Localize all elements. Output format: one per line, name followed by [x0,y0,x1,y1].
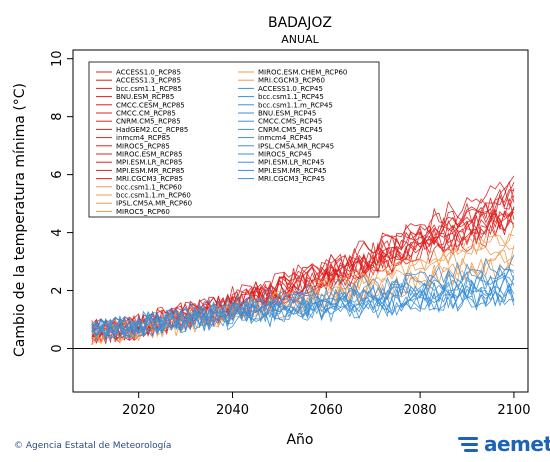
legend-label: MRI.CGCM3_RCP45 [258,175,325,183]
y-tick-label: 6 [50,170,65,178]
series-line-MIROC.ESM.CHEM_RCP60 [91,245,515,345]
legend-label: ACCESS1.0_RCP45 [258,85,323,93]
legend-label: MIROC5_RCP85 [116,142,170,150]
legend-label: HadGEM2.CC_RCP85 [116,126,188,134]
y-tick-label: 0 [50,344,65,352]
legend-label: bcc.csm1.1_RCP60 [116,183,182,191]
legend-label: MRI.CGCM3_RCP85 [116,175,183,183]
legend-label: bcc.csm1.1.m_RCP60 [116,192,191,200]
legend-label: CMCC.CM_RCP85 [116,110,176,118]
y-tick-label: 4 [50,228,65,236]
x-tick-label: 2080 [404,403,437,418]
y-tick-label: 2 [50,286,65,294]
y-axis: 0 2 4 6 8 10 [50,50,73,353]
legend-label: MRI.CGCM3_RCP60 [258,77,325,85]
legend-label: bcc.csm1.1.m_RCP45 [258,101,333,109]
series-line-CNRM.CM5_RCP45 [91,254,515,336]
legend-label: CNRM.CM5_RCP85 [116,118,181,126]
legend-label: MPI.ESM.LR_RCP85 [116,159,182,167]
aemet-logo-icon [458,437,478,452]
y-tick-label: 8 [50,113,65,121]
footer-credit: © Agencia Estatal de Meteorología [14,441,172,451]
series-line-BNU.ESM_RCP45 [91,272,515,339]
x-tick-label: 2020 [122,403,155,418]
series-line-MPI.ESM.MR_RCP45 [91,282,515,339]
legend-label: BNU.ESM_RCP85 [116,93,174,101]
legend-label: MPI.ESM.MR_RCP45 [258,167,327,175]
series-line-MIROC.ESM_RCP85 [91,175,515,338]
chart-title: BADAJOZ [268,15,332,31]
legend-label: MPI.ESM.LR_RCP45 [258,159,324,167]
legend: ACCESS1.0_RCP85ACCESS1.3_RCP85bcc.csm1.1… [88,61,380,218]
x-tick-label: 2060 [310,403,343,418]
legend-label: IPSL.CM5A.MR_RCP60 [116,200,192,208]
series-line-MIROC5_RCP45 [91,288,514,340]
x-axis-label: Año [286,432,313,448]
series-layer [91,175,515,346]
y-tick-label: 10 [50,50,65,67]
series-line-CNRM.CM5_RCP85 [91,180,515,346]
legend-label: CMCC.CMS_RCP45 [258,118,322,126]
x-tick-label: 2040 [216,403,249,418]
legend-label: inmcm4_RCP85 [116,134,170,142]
legend-label: inmcm4_RCP45 [258,134,312,142]
legend-label: MPI.ESM.MR_RCP85 [116,167,185,175]
legend-label: BNU.ESM_RCP45 [258,110,316,118]
legend-box [88,61,380,218]
plot-frame [72,49,529,393]
x-tick-label: 2100 [497,403,530,418]
legend-label: IPSL.CM5A.MR_RCP45 [258,142,334,150]
legend-label: CNRM.CM5_RCP45 [258,126,323,134]
x-axis: 2020 2040 2060 2080 2100 [122,392,530,418]
legend-label: bcc.csm1.1_RCP45 [258,93,324,101]
aemet-logo-text: aemet [484,432,550,456]
series-line-MRI.CGCM3_RCP45 [91,266,515,339]
legend-label: ACCESS1.3_RCP85 [116,77,181,85]
legend-label: MIROC5_RCP60 [116,208,170,216]
legend-label: bcc.csm1.1_RCP85 [116,85,182,93]
legend-label: ACCESS1.0_RCP85 [116,69,181,77]
legend-label: MIROC.ESM.CHEM_RCP60 [258,69,347,77]
legend-label: CMCC.CESM_RCP85 [116,101,185,109]
legend-label: MIROC5_RCP45 [258,151,312,159]
series-line-inmcm4_RCP45 [91,283,515,342]
y-axis-label: Cambio de la temperatura mínima (°C) [12,83,28,357]
legend-label: MIROC.ESM_RCP85 [116,151,183,159]
chart-subtitle: ANUAL [281,33,319,46]
